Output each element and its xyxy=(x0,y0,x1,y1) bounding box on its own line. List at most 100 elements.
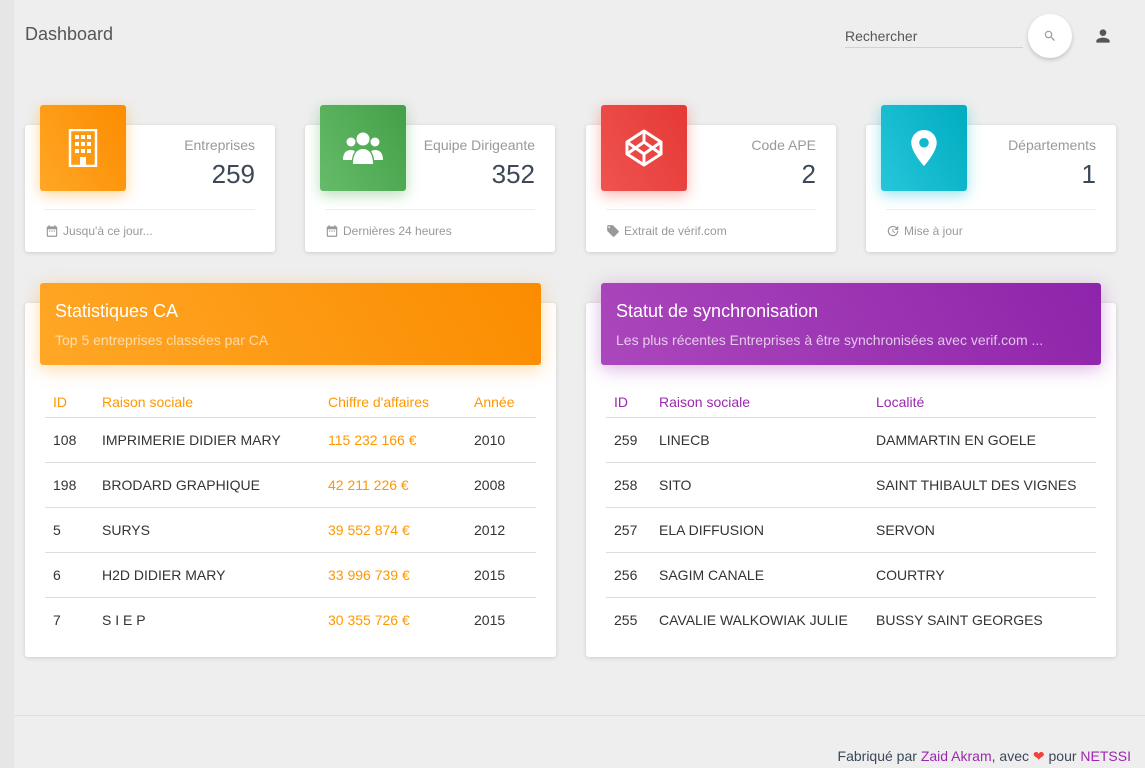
footer-with: , avec xyxy=(991,748,1029,764)
stat-card-departements: Départements 1 Mise à jour xyxy=(866,105,1116,252)
cell-chiffre-affaires: 39 552 874 € xyxy=(320,507,466,553)
cell-raison-sociale: SITO xyxy=(651,462,868,508)
search-button[interactable] xyxy=(1028,14,1072,58)
codepen-icon xyxy=(625,129,663,167)
stat-footer-text: Jusqu'à ce jour... xyxy=(63,224,153,238)
stat-label: Equipe Dirigeante xyxy=(423,137,535,153)
table-row: 255 CAVALIE WALKOWIAK JULIE BUSSY SAINT … xyxy=(606,597,1096,642)
card-subtitle: Les plus récentes Entreprises à être syn… xyxy=(616,332,1044,348)
cell-id: 6 xyxy=(45,552,94,598)
table-row: 108 IMPRIMERIE DIDIER MARY 115 232 166 €… xyxy=(45,417,536,463)
footer-for: pour xyxy=(1048,748,1077,764)
footer-divider xyxy=(14,715,1145,716)
cell-id: 255 xyxy=(614,611,638,628)
card-title: Statistiques CA xyxy=(55,301,179,321)
cell-id: 5 xyxy=(45,507,94,553)
cell-chiffre-affaires: 33 996 739 € xyxy=(320,552,466,598)
table-row: 6 H2D DIDIER MARY 33 996 739 € 2015 xyxy=(45,552,536,598)
search-input[interactable] xyxy=(845,26,1023,44)
cell-id: 259 xyxy=(606,417,651,463)
cell-chiffre-affaires: 30 355 726 € xyxy=(328,611,410,628)
cell-raison-sociale: SURYS xyxy=(94,507,320,553)
stat-card-equipe-dirigeante: Equipe Dirigeante 352 Dernières 24 heure… xyxy=(305,105,555,252)
cell-chiffre-affaires: 42 211 226 € xyxy=(320,462,466,508)
table-row: 7 S I E P 30 355 726 € 2015 xyxy=(45,597,536,642)
column-header: ID xyxy=(45,388,94,418)
building-icon xyxy=(68,129,98,167)
ca-table: ID Raison sociale Chiffre d'affaires Ann… xyxy=(45,388,536,642)
cell-raison-sociale: LINECB xyxy=(651,417,868,463)
page-edge xyxy=(0,0,14,768)
stat-value: 352 xyxy=(491,159,535,189)
table-row: 256 SAGIM CANALE COURTRY xyxy=(606,552,1096,598)
calendar-icon xyxy=(46,225,58,237)
cell-raison-sociale: BRODARD GRAPHIQUE xyxy=(94,462,320,508)
cell-annee: 2008 xyxy=(466,462,536,508)
cell-annee: 2015 xyxy=(474,611,506,628)
table-header-row: ID Raison sociale Localité xyxy=(606,388,1096,418)
column-header: Localité xyxy=(868,388,1096,418)
cell-raison-sociale: IMPRIMERIE DIDIER MARY xyxy=(94,417,320,463)
column-header: Raison sociale xyxy=(651,388,868,418)
cell-id: 256 xyxy=(606,552,651,598)
stat-footer-text: Mise à jour xyxy=(904,224,963,238)
cell-raison-sociale: SAGIM CANALE xyxy=(651,552,868,598)
cell-raison-sociale: S I E P xyxy=(102,611,146,628)
stat-value: 1 xyxy=(1081,159,1096,189)
cell-annee: 2015 xyxy=(466,552,536,598)
stat-value: 259 xyxy=(211,159,255,189)
company-link[interactable]: NETSSI xyxy=(1080,748,1131,764)
table-row: 5 SURYS 39 552 874 € 2012 xyxy=(45,507,536,553)
cell-id: 258 xyxy=(606,462,651,508)
cell-id: 257 xyxy=(606,507,651,553)
ca-statistics-card: Statistiques CA Top 5 entreprises classé… xyxy=(25,283,556,657)
calendar-icon xyxy=(326,225,338,237)
card-subtitle: Top 5 entreprises classées par CA xyxy=(55,332,269,348)
stat-card-code-ape: Code APE 2 Extrait de vérif.com xyxy=(586,105,836,252)
stat-value: 2 xyxy=(801,159,816,189)
sync-status-card: Statut de synchronisation Les plus récen… xyxy=(586,283,1116,657)
cell-raison-sociale: H2D DIDIER MARY xyxy=(94,552,320,598)
column-header: ID xyxy=(606,388,651,418)
table-header-row: ID Raison sociale Chiffre d'affaires Ann… xyxy=(45,388,536,418)
stat-footer-text: Dernières 24 heures xyxy=(343,224,452,238)
tag-icon xyxy=(607,225,619,237)
table-row: 258 SITO SAINT THIBAULT DES VIGNES xyxy=(606,462,1096,508)
stat-footer: Dernières 24 heures xyxy=(325,209,535,238)
column-header: Raison sociale xyxy=(94,388,320,418)
cell-annee: 2012 xyxy=(466,507,536,553)
search-field[interactable] xyxy=(845,26,1023,48)
cell-id: 7 xyxy=(53,611,61,628)
stat-label: Code APE xyxy=(751,137,816,153)
ca-card-header: Statistiques CA Top 5 entreprises classé… xyxy=(40,283,541,365)
search-icon xyxy=(1044,30,1055,41)
stat-label: Départements xyxy=(1008,137,1096,153)
cell-localite: COURTRY xyxy=(868,552,1096,598)
stat-icon-box xyxy=(881,105,967,191)
cell-annee: 2010 xyxy=(466,417,536,463)
page-title: Dashboard xyxy=(25,24,114,44)
user-profile-button[interactable] xyxy=(1091,24,1115,48)
table-row: 257 ELA DIFFUSION SERVON xyxy=(606,507,1096,553)
cell-localite: SAINT THIBAULT DES VIGNES xyxy=(868,462,1096,508)
cell-localite: SERVON xyxy=(868,507,1096,553)
stat-label: Entreprises xyxy=(184,137,255,153)
table-row: 259 LINECB DAMMARTIN EN GOELE xyxy=(606,417,1096,463)
author-link[interactable]: Zaid Akram xyxy=(920,748,992,764)
cell-chiffre-affaires: 115 232 166 € xyxy=(320,417,466,463)
sync-card-header: Statut de synchronisation Les plus récen… xyxy=(601,283,1101,365)
stat-icon-box xyxy=(40,105,126,191)
footer-made-by: Fabriqué par xyxy=(837,748,917,764)
cell-raison-sociale: ELA DIFFUSION xyxy=(651,507,868,553)
stat-footer: Jusqu'à ce jour... xyxy=(45,209,255,238)
column-header: Année xyxy=(466,388,536,418)
sync-table: ID Raison sociale Localité 259 LINECB DA… xyxy=(606,388,1096,642)
stat-footer-text: Extrait de vérif.com xyxy=(624,224,727,238)
table-row: 198 BRODARD GRAPHIQUE 42 211 226 € 2008 xyxy=(45,462,536,508)
location-pin-icon xyxy=(911,130,937,166)
cell-id: 198 xyxy=(45,462,94,508)
cell-localite: DAMMARTIN EN GOELE xyxy=(868,417,1096,463)
card-title: Statut de synchronisation xyxy=(616,301,819,321)
group-icon xyxy=(343,132,383,164)
stat-footer: Extrait de vérif.com xyxy=(606,209,816,238)
